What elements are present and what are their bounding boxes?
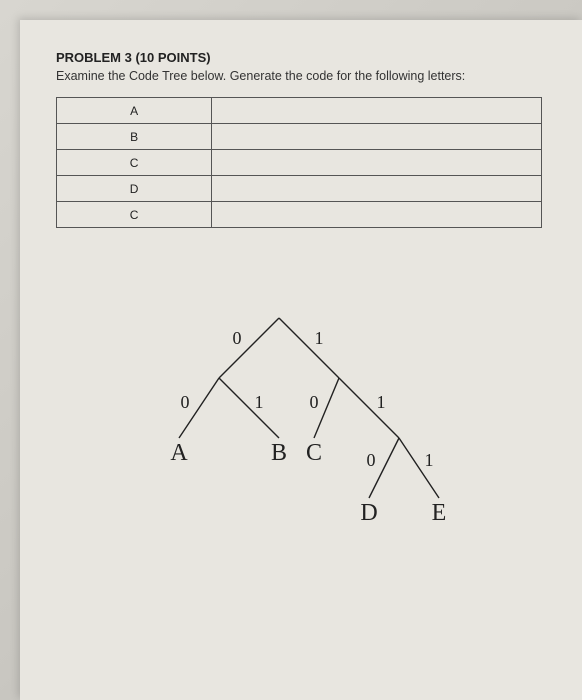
leaf-label-B: B [271, 440, 287, 466]
code-cell [212, 98, 542, 124]
code-tree-diagram: 0 1 0 1 0 1 0 1 A BC D E [56, 298, 542, 528]
letter-cell: D [57, 176, 212, 202]
letter-cell: A [57, 98, 212, 124]
problem-title: PROBLEM 3 (10 POINTS) [56, 50, 542, 65]
code-cell [212, 124, 542, 150]
leaf-label-D: D [360, 500, 377, 526]
code-cell [212, 176, 542, 202]
tree-edge [219, 318, 279, 378]
code-cell [212, 202, 542, 228]
leaf-label-C: C [306, 440, 322, 466]
edge-label: 1 [425, 450, 434, 470]
worksheet-page: PROBLEM 3 (10 POINTS) Examine the Code T… [20, 20, 582, 700]
edge-label: 1 [255, 392, 264, 412]
edge-label: 0 [367, 450, 376, 470]
edge-label: 1 [315, 328, 324, 348]
table-row: C [57, 202, 542, 228]
table-row: D [57, 176, 542, 202]
tree-edge [219, 378, 279, 438]
edge-label: 0 [233, 328, 242, 348]
letter-cell: B [57, 124, 212, 150]
code-cell [212, 150, 542, 176]
edge-label: 0 [310, 392, 319, 412]
table-row: B [57, 124, 542, 150]
table-row: C [57, 150, 542, 176]
letter-cell: C [57, 150, 212, 176]
leaf-label-E: E [432, 500, 447, 526]
code-table: ABCDC [56, 97, 542, 228]
edge-label: 0 [181, 392, 190, 412]
letter-cell: C [57, 202, 212, 228]
table-row: A [57, 98, 542, 124]
tree-edge [279, 318, 339, 378]
leaf-label-A: A [170, 440, 188, 466]
tree-edge [339, 378, 399, 438]
edge-label: 1 [377, 392, 386, 412]
problem-instruction: Examine the Code Tree below. Generate th… [56, 69, 542, 83]
